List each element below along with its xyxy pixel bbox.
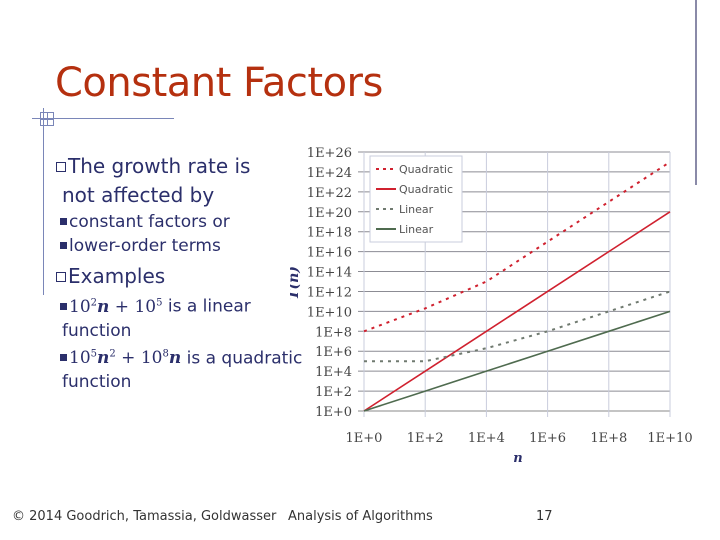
svg-text:1E+12: 1E+12 — [307, 285, 352, 300]
footer-page-number: 17 — [536, 509, 553, 524]
x-axis-label: n — [513, 451, 522, 466]
decorative-grid-icon — [40, 112, 54, 126]
svg-text:1E+10: 1E+10 — [307, 305, 352, 320]
svg-text:1E+0: 1E+0 — [346, 431, 383, 446]
svg-text:1E+2: 1E+2 — [315, 385, 352, 400]
bullet-examples: Examples — [56, 262, 312, 291]
svg-text:Quadratic: Quadratic — [399, 163, 453, 176]
svg-text:Linear: Linear — [399, 223, 434, 236]
example-linear-cont: function — [62, 320, 132, 341]
growth-chart: 1E+0 1E+2 1E+4 1E+6 1E+8 1E+10 1E+12 1E+14 1E+16… — [290, 146, 693, 466]
sub-bullet-lower-order: lower-order terms — [60, 234, 312, 258]
slide-title: Constant Factors — [55, 60, 383, 106]
bullet-growth-rate: The growth rate is — [56, 152, 312, 181]
svg-text:1E+8: 1E+8 — [315, 325, 352, 340]
svg-text:Linear: Linear — [399, 203, 434, 216]
svg-text:1E+24: 1E+24 — [307, 166, 352, 181]
svg-text:1E+22: 1E+22 — [307, 186, 352, 201]
decorative-vertical-line — [43, 108, 44, 295]
footer-copyright: © 2014 Goodrich, Tamassia, Goldwasser — [12, 509, 277, 524]
decorative-right-line — [695, 0, 697, 185]
filled-square-bullet-icon — [60, 242, 67, 249]
svg-text:1E+4: 1E+4 — [468, 431, 505, 446]
svg-text:1E+0: 1E+0 — [315, 405, 352, 420]
bullet-growth-rate-cont: not affected by — [62, 183, 215, 207]
footer-course: Analysis of Algorithms — [288, 509, 433, 524]
svg-text:1E+6: 1E+6 — [315, 345, 352, 360]
svg-text:1E+26: 1E+26 — [307, 146, 352, 161]
svg-text:1E+6: 1E+6 — [529, 431, 566, 446]
example-quadratic: 105n2 + 108n is a quadratic — [60, 343, 312, 371]
svg-text:1E+2: 1E+2 — [407, 431, 444, 446]
x-axis-ticks: 1E+0 1E+2 1E+4 1E+6 1E+8 1E+10 — [346, 431, 693, 446]
y-axis-ticks: 1E+0 1E+2 1E+4 1E+6 1E+8 1E+10 1E+12 1E+14 1E+16… — [307, 146, 352, 420]
hollow-square-bullet-icon — [56, 272, 66, 282]
svg-text:1E+14: 1E+14 — [307, 266, 352, 281]
hollow-square-bullet-icon — [56, 162, 66, 172]
filled-square-bullet-icon — [60, 218, 67, 225]
svg-text:1E+16: 1E+16 — [307, 246, 352, 261]
example-linear: 102n + 105 is a linear — [60, 291, 312, 319]
filled-square-bullet-icon — [60, 302, 67, 310]
svg-text:1E+10: 1E+10 — [647, 431, 692, 446]
chart-series — [363, 161, 671, 412]
title-underline — [32, 118, 174, 119]
example-quadratic-cont: function — [62, 372, 132, 393]
svg-text:1E+4: 1E+4 — [315, 365, 352, 380]
y-axis-label: T(n) — [290, 266, 302, 300]
svg-text:1E+20: 1E+20 — [307, 206, 352, 221]
svg-text:1E+8: 1E+8 — [590, 431, 627, 446]
filled-square-bullet-icon — [60, 354, 67, 362]
sub-bullet-constant-factors: constant factors or — [60, 210, 312, 234]
svg-text:1E+18: 1E+18 — [307, 226, 352, 241]
chart-legend: Quadratic Quadratic Linear Linear — [369, 155, 463, 243]
slide-body: The growth rate is not affected by const… — [56, 152, 312, 394]
svg-text:Quadratic: Quadratic — [399, 183, 453, 196]
